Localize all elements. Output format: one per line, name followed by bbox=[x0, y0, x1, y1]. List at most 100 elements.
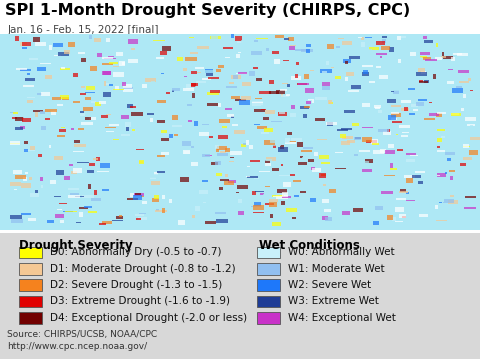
Bar bbox=[14, 189, 17, 191]
Bar bbox=[195, 67, 204, 69]
Bar bbox=[303, 100, 312, 104]
Bar bbox=[133, 195, 143, 200]
Bar bbox=[57, 209, 62, 210]
Bar bbox=[344, 136, 353, 139]
Bar bbox=[130, 193, 134, 197]
Bar bbox=[37, 93, 42, 95]
Bar bbox=[301, 49, 312, 52]
Bar bbox=[145, 78, 156, 82]
Bar bbox=[257, 263, 280, 275]
Bar bbox=[20, 42, 27, 46]
Bar bbox=[464, 37, 475, 41]
Bar bbox=[363, 70, 368, 74]
Bar bbox=[134, 56, 141, 58]
Bar bbox=[40, 62, 50, 64]
Bar bbox=[82, 122, 93, 125]
Bar bbox=[12, 219, 24, 223]
Bar bbox=[406, 153, 416, 155]
Bar bbox=[55, 214, 64, 218]
Bar bbox=[291, 105, 295, 109]
Bar bbox=[225, 148, 230, 152]
Bar bbox=[445, 152, 455, 155]
Bar bbox=[104, 81, 107, 86]
Bar bbox=[419, 80, 423, 82]
Bar bbox=[437, 146, 440, 148]
Bar bbox=[451, 113, 461, 116]
Bar bbox=[41, 92, 50, 96]
Bar bbox=[401, 100, 411, 103]
Bar bbox=[197, 72, 201, 73]
Bar bbox=[387, 99, 396, 103]
Bar bbox=[290, 45, 296, 46]
Bar bbox=[48, 45, 52, 50]
Bar bbox=[249, 71, 255, 76]
Bar bbox=[342, 211, 350, 215]
Bar bbox=[28, 218, 36, 220]
Bar bbox=[329, 188, 336, 194]
Bar bbox=[217, 103, 221, 107]
Bar bbox=[223, 47, 233, 49]
Bar bbox=[253, 212, 264, 213]
Bar bbox=[24, 141, 28, 144]
Text: D2: Severe Drought (-1.3 to -1.5): D2: Severe Drought (-1.3 to -1.5) bbox=[50, 280, 223, 290]
Bar bbox=[314, 118, 324, 121]
Bar bbox=[438, 39, 441, 42]
Bar bbox=[353, 208, 363, 212]
Bar bbox=[466, 196, 476, 198]
Bar bbox=[381, 149, 385, 153]
Bar bbox=[23, 85, 34, 87]
Bar bbox=[30, 179, 36, 182]
Bar bbox=[433, 74, 436, 79]
Bar bbox=[291, 138, 302, 143]
Bar bbox=[257, 40, 268, 45]
Bar bbox=[54, 156, 63, 160]
Bar bbox=[20, 69, 31, 71]
Bar bbox=[282, 196, 291, 198]
Bar bbox=[303, 147, 312, 149]
Bar bbox=[366, 151, 369, 152]
Bar bbox=[128, 39, 138, 44]
Bar bbox=[342, 41, 352, 45]
Bar bbox=[216, 219, 228, 223]
Bar bbox=[302, 157, 309, 161]
Bar bbox=[85, 97, 91, 100]
Bar bbox=[35, 42, 47, 46]
Bar bbox=[418, 99, 427, 101]
Bar bbox=[385, 150, 396, 154]
Bar bbox=[271, 121, 282, 122]
Bar bbox=[62, 97, 69, 100]
Bar bbox=[281, 95, 289, 97]
Bar bbox=[286, 208, 297, 213]
Text: W2: Severe Wet: W2: Severe Wet bbox=[288, 280, 371, 290]
Bar bbox=[82, 195, 94, 198]
Bar bbox=[317, 139, 327, 140]
Bar bbox=[37, 67, 46, 71]
Bar bbox=[132, 129, 135, 131]
Bar bbox=[423, 37, 427, 39]
Bar bbox=[420, 52, 430, 55]
Bar bbox=[135, 214, 144, 216]
Bar bbox=[210, 90, 220, 93]
Bar bbox=[141, 196, 144, 197]
Bar bbox=[73, 101, 80, 103]
Bar bbox=[423, 118, 435, 120]
Bar bbox=[322, 85, 330, 89]
Bar bbox=[25, 172, 28, 174]
Bar bbox=[310, 70, 314, 71]
Bar bbox=[327, 44, 334, 48]
Bar bbox=[382, 164, 394, 166]
Bar bbox=[126, 127, 129, 131]
Bar bbox=[95, 102, 101, 107]
Bar bbox=[387, 215, 394, 220]
Bar bbox=[89, 56, 96, 59]
Bar bbox=[51, 111, 56, 115]
Bar bbox=[72, 171, 77, 174]
Bar bbox=[106, 67, 110, 71]
Bar bbox=[319, 173, 326, 178]
Bar bbox=[40, 185, 43, 188]
Bar bbox=[280, 131, 283, 133]
Bar bbox=[253, 205, 264, 210]
Bar bbox=[364, 159, 373, 163]
Bar bbox=[28, 177, 32, 180]
Bar bbox=[264, 128, 273, 132]
